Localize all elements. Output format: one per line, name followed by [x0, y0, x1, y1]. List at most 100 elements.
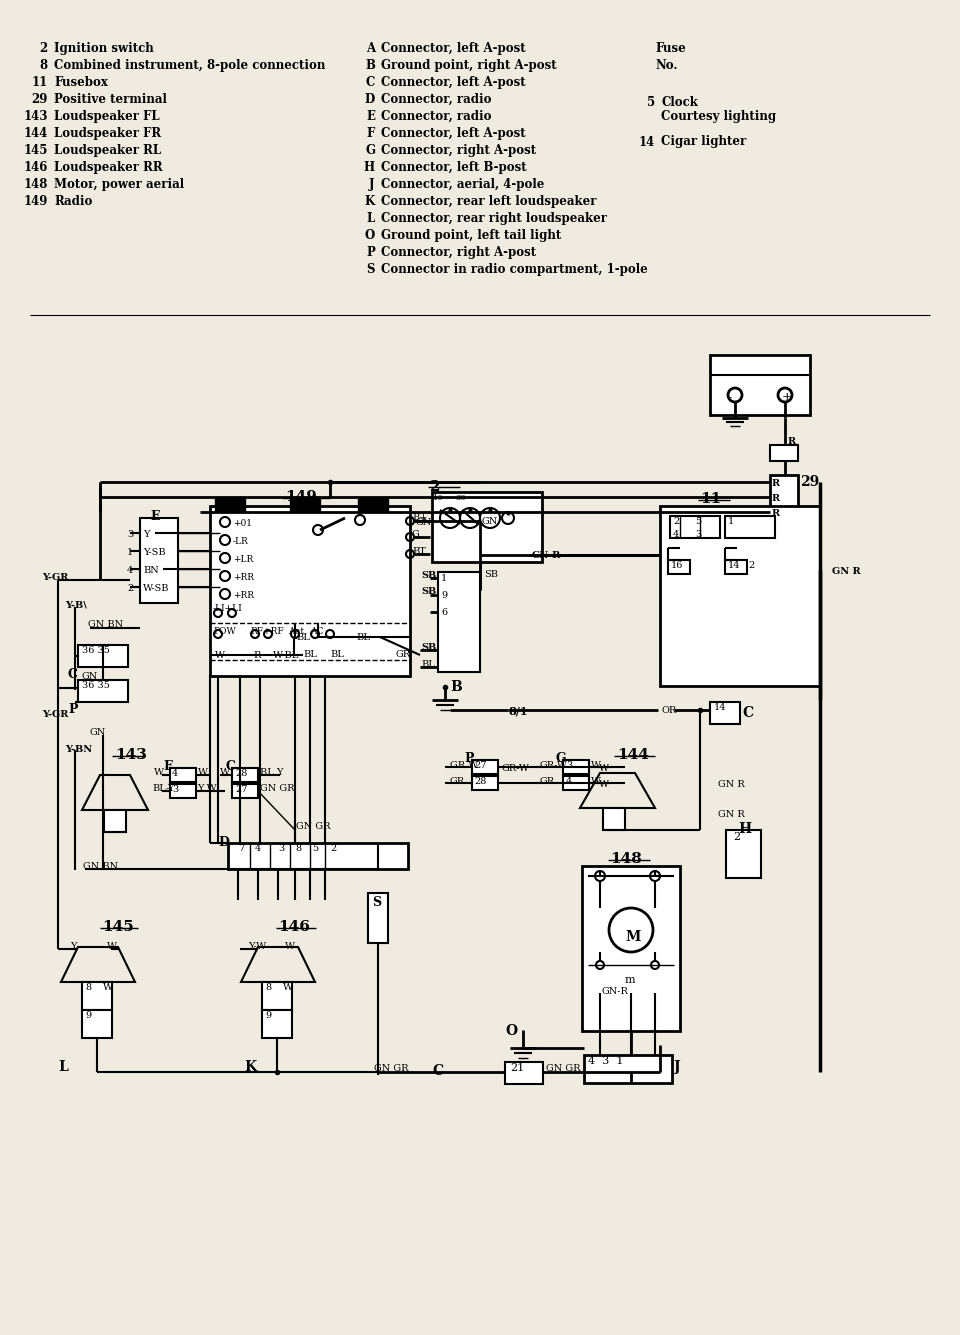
Text: -: -: [727, 391, 732, 405]
Text: E: E: [150, 510, 159, 523]
Text: SB: SB: [421, 587, 436, 595]
Text: 3: 3: [695, 530, 701, 539]
Text: BL-Y: BL-Y: [152, 784, 175, 793]
Text: RF+RF: RF+RF: [250, 627, 284, 635]
Text: W: W: [198, 768, 208, 777]
Text: R: R: [772, 509, 780, 518]
Text: GN-R: GN-R: [601, 987, 628, 996]
Text: Y W: Y W: [197, 784, 217, 793]
Bar: [210, 506, 410, 676]
Text: Fuse: Fuse: [655, 41, 685, 55]
Text: Fusebox: Fusebox: [54, 76, 108, 89]
Text: G: G: [365, 144, 375, 158]
Text: 146: 146: [24, 162, 48, 174]
Text: 2: 2: [673, 517, 680, 526]
Bar: [140, 518, 178, 603]
Text: 5: 5: [312, 844, 318, 853]
Bar: [232, 768, 258, 782]
Text: 148: 148: [24, 178, 48, 191]
Text: GN BN: GN BN: [88, 619, 123, 629]
Text: R: R: [772, 479, 780, 489]
Text: Ground point, left tail light: Ground point, left tail light: [381, 230, 562, 242]
Text: GN GR: GN GR: [546, 1064, 581, 1073]
Bar: [232, 784, 258, 798]
Text: +RR: +RR: [233, 591, 254, 599]
Text: O: O: [505, 1024, 517, 1039]
Text: P: P: [68, 704, 78, 716]
Bar: [215, 497, 245, 511]
Bar: [582, 866, 680, 1031]
Text: Connector, rear left loudspeaker: Connector, rear left loudspeaker: [381, 195, 596, 208]
Text: R: R: [772, 494, 780, 503]
Text: B: B: [450, 680, 462, 694]
Text: GR-W: GR-W: [502, 764, 530, 773]
Text: M: M: [625, 930, 640, 944]
Text: 2: 2: [733, 832, 740, 842]
Bar: [262, 1011, 292, 1039]
Text: W: W: [591, 761, 601, 770]
Text: GR: GR: [395, 650, 410, 659]
Text: 4: 4: [566, 777, 572, 786]
Text: 2: 2: [330, 844, 336, 853]
Text: Y: Y: [70, 943, 77, 951]
Text: 16: 16: [671, 561, 684, 570]
Text: 30: 30: [455, 494, 466, 502]
Bar: [472, 760, 498, 774]
Text: SB: SB: [421, 643, 436, 651]
Text: Positive terminal: Positive terminal: [54, 93, 167, 105]
Bar: [770, 475, 798, 525]
Text: 21: 21: [510, 1063, 524, 1073]
Text: 2: 2: [748, 561, 755, 570]
Text: G: G: [555, 752, 565, 765]
Text: Y-GR: Y-GR: [42, 710, 68, 720]
Text: m: m: [625, 975, 636, 985]
Text: GN R: GN R: [718, 810, 745, 818]
Text: Motor, power aerial: Motor, power aerial: [54, 178, 184, 191]
Text: SB: SB: [484, 570, 498, 579]
Text: BL: BL: [296, 633, 310, 642]
Bar: [432, 493, 542, 562]
Text: POW: POW: [213, 627, 236, 635]
Text: S: S: [372, 896, 381, 909]
Text: GR W: GR W: [450, 761, 478, 770]
Text: Connector, left B-post: Connector, left B-post: [381, 162, 527, 174]
Text: Connector, right A-post: Connector, right A-post: [381, 246, 536, 259]
Text: BL: BL: [330, 650, 344, 659]
Text: 4: 4: [255, 844, 261, 853]
Text: W: W: [220, 768, 230, 777]
Text: GN R: GN R: [718, 780, 745, 789]
Text: GN-R: GN-R: [532, 551, 562, 559]
Text: 10: 10: [433, 494, 444, 502]
Text: C: C: [366, 76, 375, 89]
Text: Loudspeaker FR: Loudspeaker FR: [54, 127, 161, 140]
Text: 28: 28: [235, 769, 248, 778]
Bar: [82, 983, 112, 1011]
Text: W: W: [599, 780, 609, 789]
Text: Combined instrument, 8-pole connection: Combined instrument, 8-pole connection: [54, 59, 325, 72]
Text: W: W: [107, 943, 117, 951]
Text: GN: GN: [82, 672, 98, 681]
Bar: [78, 680, 128, 702]
Text: 9: 9: [265, 1011, 271, 1020]
Text: Ignition switch: Ignition switch: [54, 41, 154, 55]
Bar: [170, 784, 196, 798]
Text: GN R: GN R: [832, 567, 860, 575]
Text: W: W: [154, 768, 164, 777]
Text: 2: 2: [430, 481, 441, 494]
Text: W: W: [285, 943, 295, 951]
Text: Loudspeaker RL: Loudspeaker RL: [54, 144, 161, 158]
Text: Y-SB: Y-SB: [143, 547, 166, 557]
Text: GN BN: GN BN: [83, 862, 118, 870]
Text: 145: 145: [102, 920, 133, 934]
Text: BL: BL: [303, 650, 317, 659]
Text: W-BL: W-BL: [273, 651, 300, 659]
Bar: [82, 1011, 112, 1039]
Text: 28: 28: [474, 777, 487, 786]
Text: R: R: [788, 437, 796, 446]
Text: S: S: [367, 263, 375, 276]
Text: 8: 8: [85, 983, 91, 992]
Text: H: H: [738, 822, 751, 836]
Text: 36 35: 36 35: [82, 646, 109, 655]
Bar: [563, 760, 589, 774]
Text: GR: GR: [450, 777, 466, 786]
